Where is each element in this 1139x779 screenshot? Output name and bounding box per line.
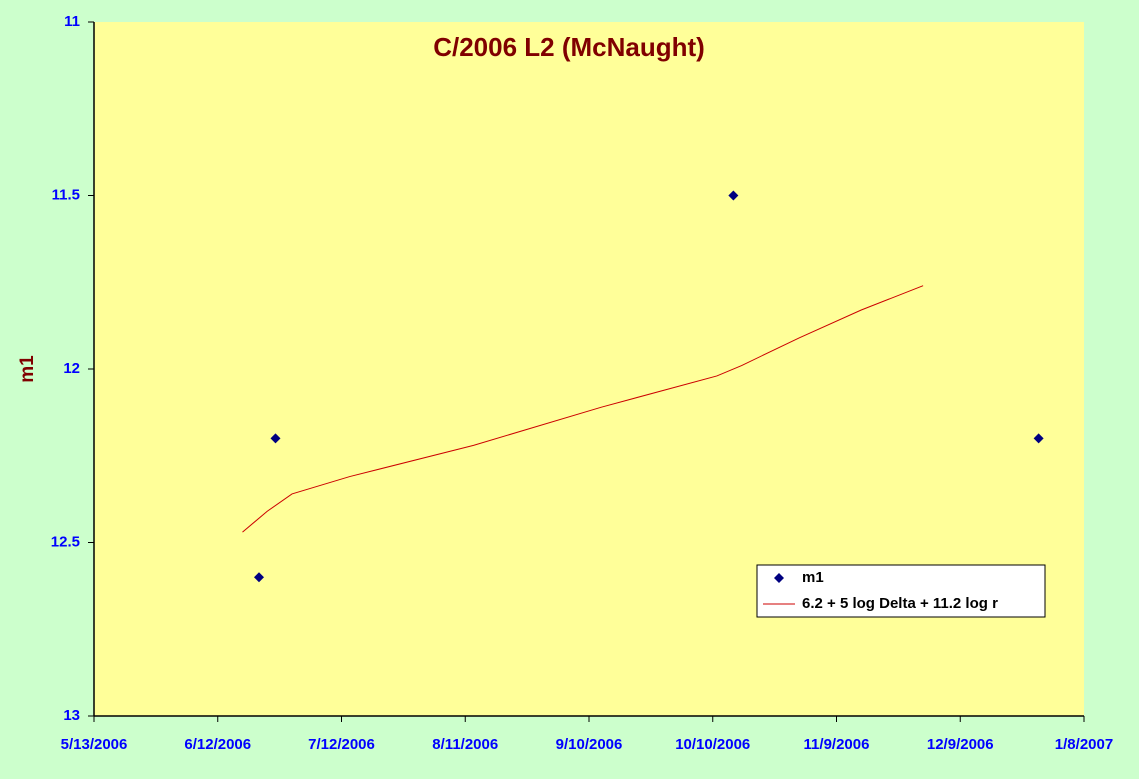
x-tick-label: 6/12/2006 bbox=[184, 736, 251, 753]
y-axis-label: m1 bbox=[17, 355, 38, 383]
y-tick-label: 11.5 bbox=[52, 186, 80, 203]
x-tick-label: 11/9/2006 bbox=[804, 736, 870, 753]
x-tick-label: 8/11/2006 bbox=[432, 736, 498, 753]
y-tick-label: 12 bbox=[63, 360, 80, 377]
x-tick-label: 10/10/2006 bbox=[675, 736, 750, 753]
model-line bbox=[242, 285, 924, 533]
x-tick-label: 12/9/2006 bbox=[927, 736, 994, 753]
data-point bbox=[254, 572, 264, 583]
data-point bbox=[1033, 433, 1044, 444]
x-tick-label: 9/10/2006 bbox=[556, 736, 623, 753]
x-tick-label: 1/8/2007 bbox=[1055, 736, 1113, 753]
legend-label: m1 bbox=[802, 569, 824, 586]
legend-label: 6.2 + 5 log Delta + 11.2 log r bbox=[802, 595, 998, 612]
data-point bbox=[728, 190, 739, 201]
chart-title: C/2006 L2 (McNaught) bbox=[433, 32, 705, 62]
y-tick-label: 11 bbox=[64, 13, 80, 30]
x-tick-label: 7/12/2006 bbox=[308, 736, 375, 753]
legend-marker bbox=[774, 573, 784, 583]
y-tick-label: 12.5 bbox=[51, 533, 80, 550]
data-point bbox=[270, 433, 281, 444]
legend-box bbox=[756, 564, 1046, 618]
x-tick-label: 5/13/2006 bbox=[61, 736, 128, 753]
y-tick-label: 13 bbox=[63, 707, 80, 724]
